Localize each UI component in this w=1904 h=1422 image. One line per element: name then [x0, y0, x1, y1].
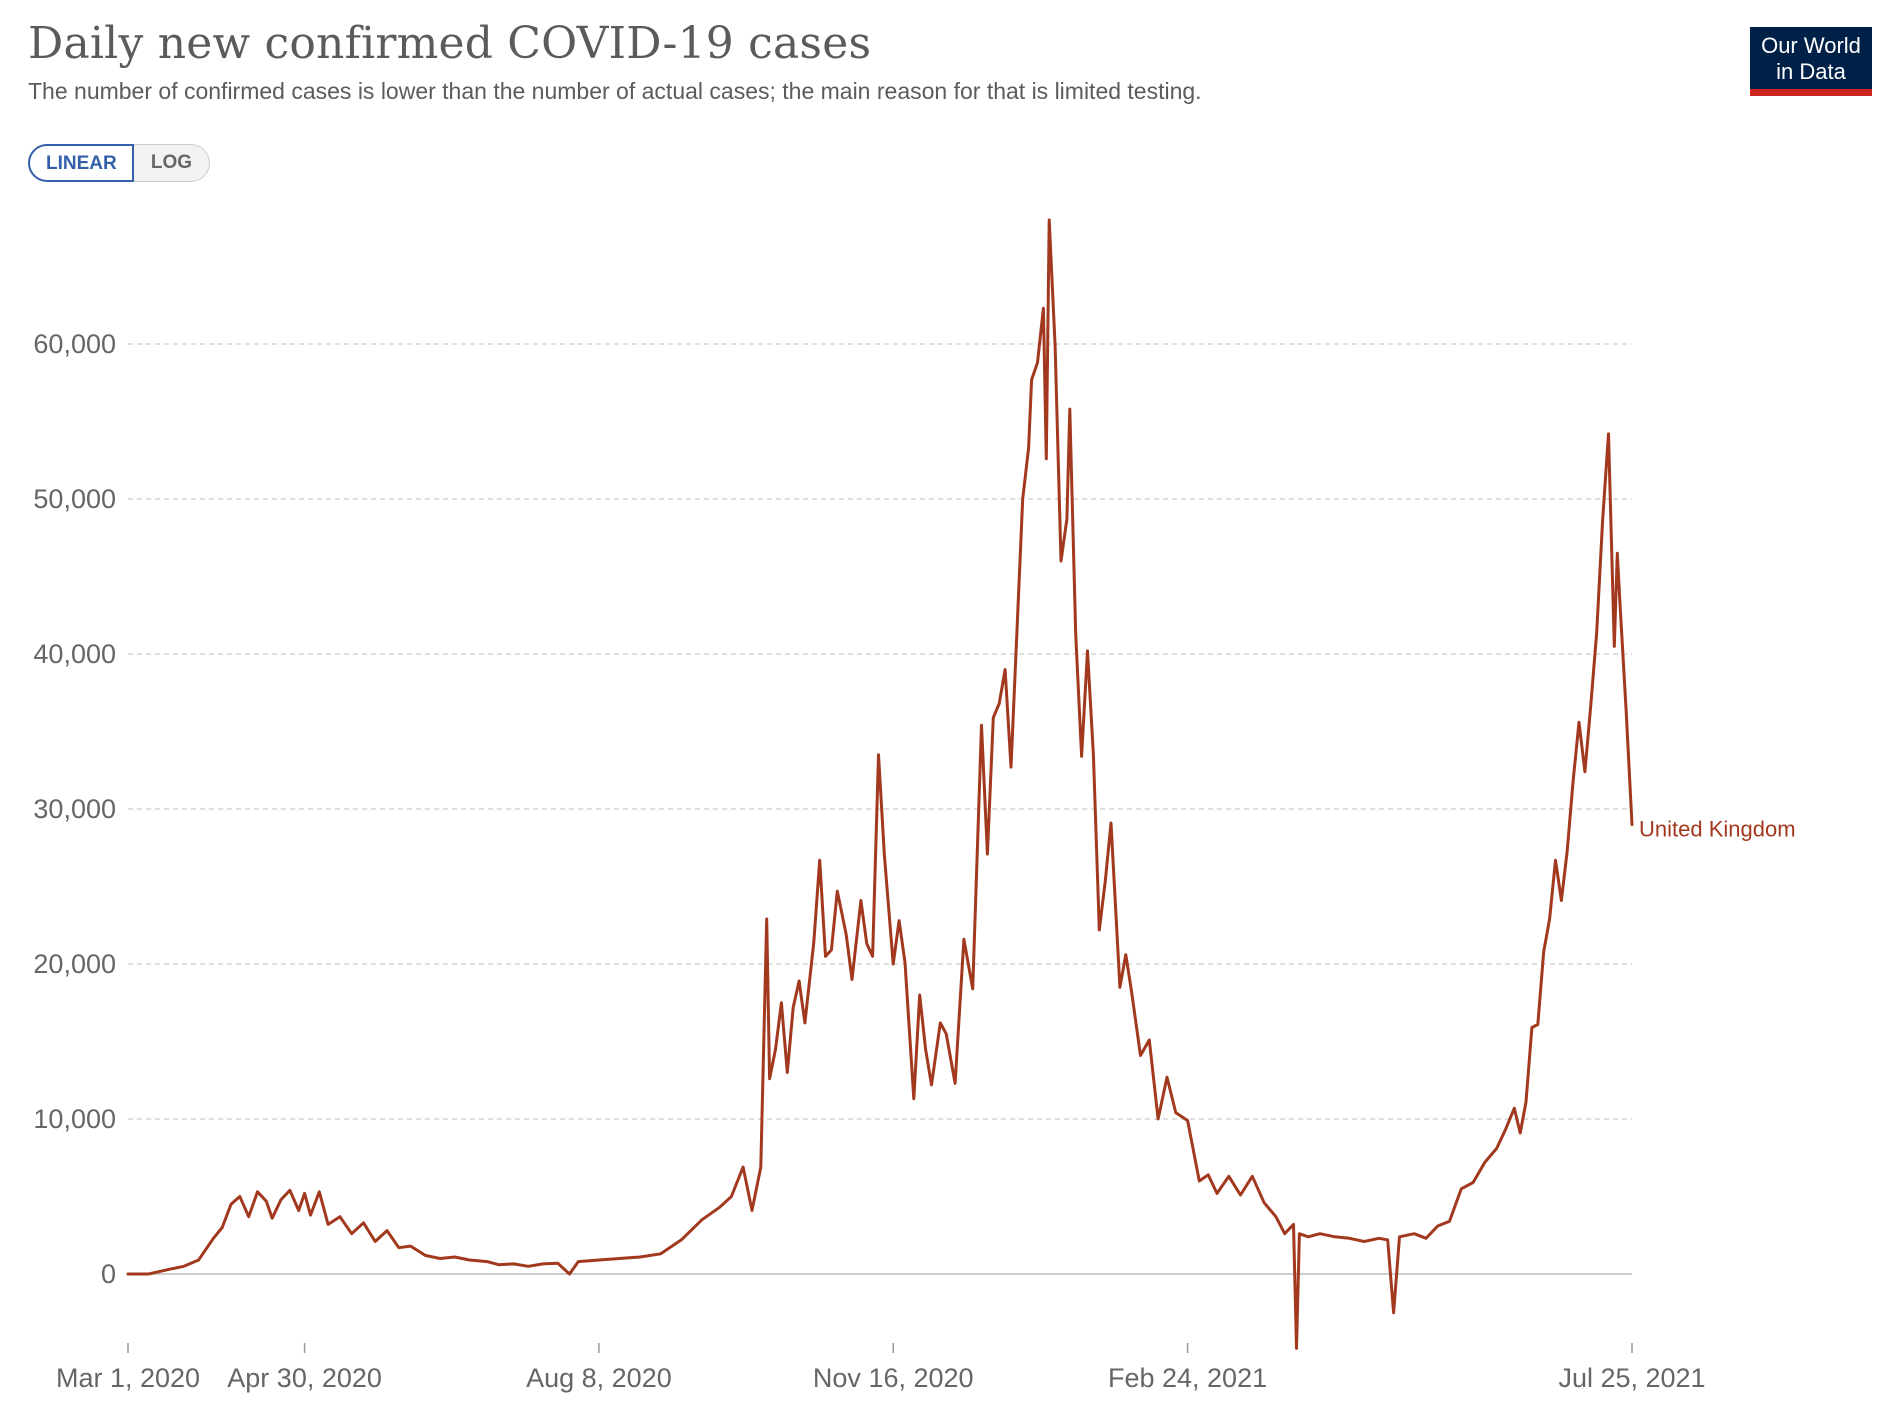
x-tick-label: Mar 1, 2020	[56, 1363, 200, 1393]
chart-title: Daily new confirmed COVID-19 cases	[28, 18, 872, 69]
series-label: United Kingdom	[1639, 817, 1796, 842]
chart-subtitle: The number of confirmed cases is lower t…	[28, 78, 1202, 104]
logo-line-2: in Data	[1776, 59, 1846, 84]
scale-toggle: LINEAR LOG	[28, 144, 210, 182]
x-axis: Mar 1, 2020 Apr 30, 2020 Aug 8, 2020 Nov 16…	[56, 1343, 1706, 1393]
y-tick-label: 10,000	[33, 1104, 116, 1134]
y-tick-label: 0	[101, 1259, 116, 1289]
owid-logo[interactable]: Our World in Data	[1750, 27, 1872, 96]
linear-scale-button[interactable]: LINEAR	[28, 144, 134, 182]
x-tick-label: Jul 25, 2021	[1558, 1363, 1705, 1393]
grid-layer	[128, 343, 1632, 1275]
y-tick-label: 30,000	[33, 794, 116, 824]
y-axis: 0 10,000 20,000 30,000 40,000 50,000 60,000	[33, 329, 116, 1289]
y-tick-label: 20,000	[33, 949, 116, 979]
y-tick-label: 60,000	[33, 329, 116, 359]
series-layer: United Kingdom	[126, 218, 1796, 1350]
x-tick-label: Nov 16, 2020	[813, 1363, 974, 1393]
y-tick-label: 50,000	[33, 484, 116, 514]
x-tick-label: Apr 30, 2020	[227, 1363, 382, 1393]
x-tick-label: Feb 24, 2021	[1108, 1363, 1267, 1393]
y-tick-label: 40,000	[33, 639, 116, 669]
logo-line-1: Our World	[1761, 33, 1861, 58]
log-scale-button[interactable]: LOG	[134, 144, 210, 182]
series-line[interactable]	[126, 218, 1634, 1350]
x-tick-label: Aug 8, 2020	[526, 1363, 672, 1393]
